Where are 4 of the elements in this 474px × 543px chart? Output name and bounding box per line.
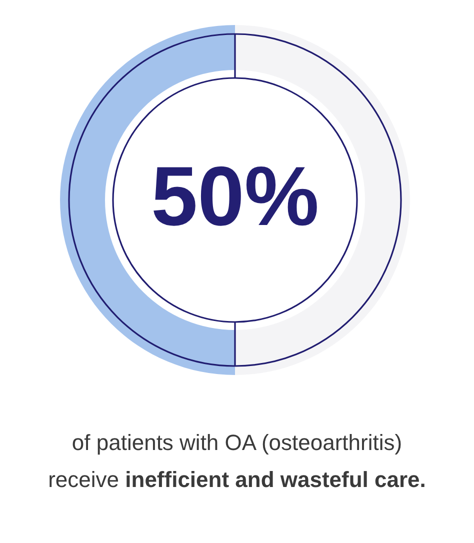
text: inefficient and wasteful care.: [125, 467, 426, 492]
text: of patients with OA (osteoarthritis): [70, 429, 404, 457]
text: receive: [48, 467, 120, 492]
data-label: 50%: [150, 149, 320, 243]
